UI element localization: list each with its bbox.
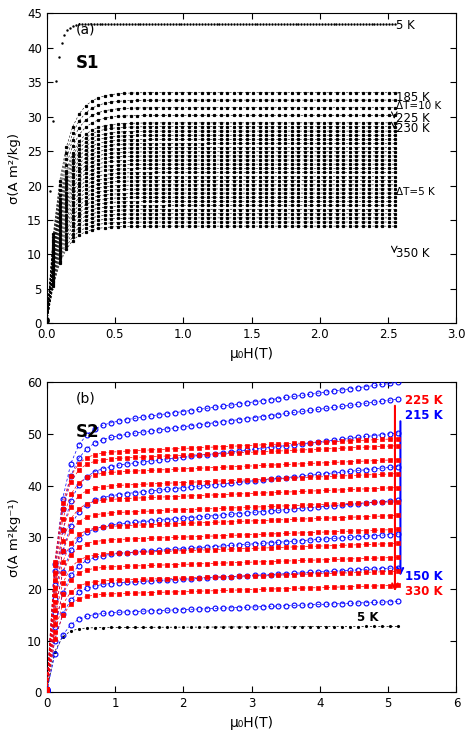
Y-axis label: σ(A m²/kg): σ(A m²/kg) <box>9 133 21 204</box>
Text: 225 K: 225 K <box>396 112 430 125</box>
Text: S1: S1 <box>75 54 99 72</box>
Y-axis label: σ(A m²kg⁻¹): σ(A m²kg⁻¹) <box>9 498 21 576</box>
Text: 225 K: 225 K <box>405 394 443 407</box>
Text: (b): (b) <box>75 392 95 406</box>
Text: ΔT=5 K: ΔT=5 K <box>396 187 435 197</box>
X-axis label: μ₀H(T): μ₀H(T) <box>229 347 273 361</box>
Text: 215 K: 215 K <box>405 410 443 422</box>
Text: 5 K: 5 K <box>396 19 415 32</box>
Text: 350 K: 350 K <box>396 246 430 260</box>
Text: 330 K: 330 K <box>405 585 443 598</box>
Text: (a): (a) <box>75 23 95 37</box>
Text: 230 K: 230 K <box>396 122 430 135</box>
Text: ΔT=10 K: ΔT=10 K <box>396 100 442 111</box>
Text: 185 K: 185 K <box>396 91 430 104</box>
Text: S2: S2 <box>75 423 99 441</box>
Text: 150 K: 150 K <box>405 570 443 582</box>
X-axis label: μ₀H(T): μ₀H(T) <box>229 716 273 730</box>
Text: 5 K: 5 K <box>357 611 379 624</box>
